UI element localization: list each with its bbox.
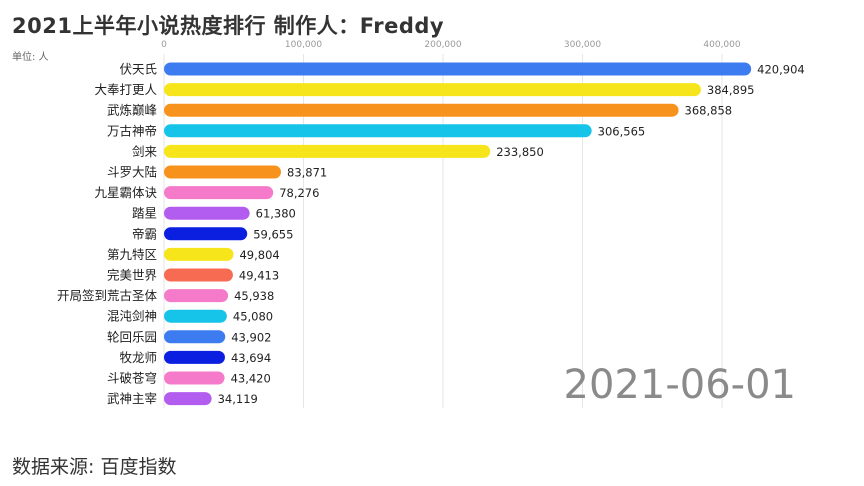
category-label: 第九特区 bbox=[107, 247, 157, 262]
value-label: 49,413 bbox=[239, 269, 279, 283]
x-tick-label: 0 bbox=[161, 40, 167, 50]
bar bbox=[164, 247, 234, 261]
value-label: 384,895 bbox=[707, 83, 755, 97]
bar bbox=[164, 144, 491, 158]
bar bbox=[164, 165, 282, 179]
category-label: 剑来 bbox=[132, 144, 158, 159]
value-label: 83,871 bbox=[287, 166, 327, 180]
category-label: 开局签到荒古圣体 bbox=[57, 288, 158, 303]
value-label: 61,380 bbox=[256, 207, 296, 221]
x-tick-label: 300,000 bbox=[564, 40, 601, 50]
bar bbox=[164, 268, 233, 282]
x-tick-label: 100,000 bbox=[285, 40, 322, 50]
bar bbox=[164, 186, 274, 200]
category-label: 斗罗大陆 bbox=[107, 165, 157, 180]
bar bbox=[164, 227, 248, 241]
x-tick-label: 400,000 bbox=[703, 40, 740, 50]
value-label: 420,904 bbox=[757, 63, 805, 77]
x-axis-ticks: 0 100,000 200,000 300,000 400,000 bbox=[161, 40, 741, 50]
value-label: 306,565 bbox=[598, 124, 646, 138]
category-label: 牧龙师 bbox=[119, 350, 157, 365]
bar bbox=[164, 206, 250, 220]
category-label: 完美世界 bbox=[107, 268, 158, 283]
category-label: 武炼巅峰 bbox=[107, 103, 158, 118]
value-label: 43,902 bbox=[231, 330, 271, 344]
value-label: 49,804 bbox=[239, 248, 279, 262]
category-label: 伏天氏 bbox=[119, 62, 157, 77]
bar bbox=[164, 330, 226, 344]
category-label: 九星霸体诀 bbox=[94, 185, 157, 200]
value-label: 233,850 bbox=[496, 145, 544, 159]
category-label: 踏星 bbox=[132, 206, 157, 221]
unit-label: 单位: 人 bbox=[12, 52, 49, 63]
bar bbox=[164, 124, 592, 138]
date-label: 2021-06-01 bbox=[563, 362, 796, 408]
bars: 伏天氏 420,904 大奉打更人 384,895 武炼巅峰 368,858 万古神帝 306… bbox=[57, 62, 805, 407]
value-label: 34,119 bbox=[218, 392, 258, 406]
bar-chart: 0 100,000 200,000 300,000 400,000 伏天氏 420,904… bbox=[57, 40, 805, 408]
category-label: 武神主宰 bbox=[107, 391, 157, 406]
bar bbox=[164, 392, 212, 406]
x-tick-label: 200,000 bbox=[424, 40, 461, 50]
bar bbox=[164, 371, 225, 385]
category-label: 帝霸 bbox=[132, 226, 157, 241]
value-label: 59,655 bbox=[253, 227, 293, 241]
category-label: 大奉打更人 bbox=[94, 82, 157, 97]
category-label: 混沌剑神 bbox=[107, 309, 157, 324]
value-label: 78,276 bbox=[279, 186, 319, 200]
value-label: 43,420 bbox=[231, 372, 271, 386]
bar bbox=[164, 83, 701, 97]
value-label: 368,858 bbox=[685, 104, 733, 118]
chart-title: 2021上半年小说热度排行 制作人：Freddy bbox=[12, 14, 445, 38]
bar bbox=[164, 103, 679, 117]
source-label: 数据来源: 百度指数 bbox=[12, 456, 177, 478]
category-label: 万古神帝 bbox=[107, 123, 157, 138]
bar bbox=[164, 350, 225, 364]
value-label: 45,080 bbox=[233, 310, 273, 324]
value-label: 43,694 bbox=[231, 351, 271, 365]
bar bbox=[164, 62, 752, 76]
bar bbox=[164, 289, 229, 303]
value-label: 45,938 bbox=[234, 289, 274, 303]
category-label: 斗破苍穹 bbox=[107, 371, 157, 386]
bar bbox=[164, 309, 227, 323]
category-label: 轮回乐园 bbox=[107, 329, 157, 344]
